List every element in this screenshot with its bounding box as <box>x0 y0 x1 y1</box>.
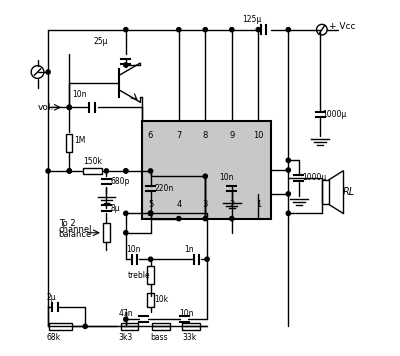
Text: 8μ: 8μ <box>111 204 121 213</box>
Circle shape <box>177 27 181 32</box>
Bar <box>120 323 138 330</box>
Circle shape <box>67 105 72 110</box>
Text: 1M: 1M <box>75 136 86 145</box>
Circle shape <box>124 27 128 32</box>
Circle shape <box>104 169 108 173</box>
Circle shape <box>230 27 234 32</box>
Text: 3: 3 <box>203 200 208 209</box>
Text: 7: 7 <box>176 131 182 140</box>
Bar <box>322 180 329 204</box>
Text: 3k3: 3k3 <box>119 333 133 342</box>
Circle shape <box>177 216 181 221</box>
Text: balance: balance <box>59 230 92 239</box>
Bar <box>103 223 110 242</box>
Text: 1000μ: 1000μ <box>322 110 346 119</box>
Text: To 2: To 2 <box>59 219 75 229</box>
Circle shape <box>67 169 72 173</box>
Circle shape <box>148 257 153 261</box>
Text: channel: channel <box>59 225 92 234</box>
Circle shape <box>46 70 50 74</box>
Circle shape <box>67 169 72 173</box>
Circle shape <box>148 211 153 215</box>
Text: 6: 6 <box>148 131 153 140</box>
Circle shape <box>124 211 128 215</box>
Circle shape <box>124 231 128 235</box>
Text: 9: 9 <box>229 131 234 140</box>
Circle shape <box>124 63 128 67</box>
Text: 10n: 10n <box>179 309 193 319</box>
Circle shape <box>124 317 128 321</box>
Circle shape <box>83 324 87 329</box>
Text: 68k: 68k <box>46 333 60 342</box>
Circle shape <box>286 27 290 32</box>
Text: 680p: 680p <box>111 177 130 186</box>
Circle shape <box>205 257 209 261</box>
Circle shape <box>203 174 208 178</box>
Text: 2μ: 2μ <box>46 293 56 302</box>
Text: 10n: 10n <box>126 245 140 254</box>
Circle shape <box>67 105 72 110</box>
Text: 10n: 10n <box>72 89 86 99</box>
Circle shape <box>286 192 290 196</box>
Text: bass: bass <box>150 333 168 342</box>
Text: 1n: 1n <box>184 245 194 254</box>
Text: RL: RL <box>343 187 355 197</box>
Text: treble: treble <box>128 271 150 279</box>
Circle shape <box>148 211 153 215</box>
Text: 1000μ: 1000μ <box>302 173 327 183</box>
Circle shape <box>286 211 290 215</box>
Text: 125μ: 125μ <box>242 15 262 24</box>
Bar <box>49 323 72 330</box>
Text: 10k: 10k <box>154 295 168 304</box>
Bar <box>182 323 200 330</box>
Circle shape <box>286 168 290 172</box>
Circle shape <box>46 169 50 173</box>
Text: 10n: 10n <box>220 173 234 183</box>
Text: 25μ: 25μ <box>94 37 108 46</box>
Bar <box>147 266 154 284</box>
Text: vol.: vol. <box>38 103 54 112</box>
Text: 47n: 47n <box>119 309 133 319</box>
Circle shape <box>230 216 234 221</box>
Text: 2: 2 <box>229 200 234 209</box>
Circle shape <box>203 27 208 32</box>
Circle shape <box>124 169 128 173</box>
Bar <box>147 293 154 307</box>
Text: 8: 8 <box>203 131 208 140</box>
Text: 150k: 150k <box>83 157 102 166</box>
Circle shape <box>124 169 128 173</box>
Text: 5: 5 <box>148 200 153 209</box>
Circle shape <box>148 169 153 173</box>
Text: 4: 4 <box>176 200 182 209</box>
Text: + Vcc: + Vcc <box>329 22 356 31</box>
Text: 220n: 220n <box>154 184 173 193</box>
Bar <box>82 168 102 174</box>
Text: 10: 10 <box>253 131 264 140</box>
Text: 1: 1 <box>256 200 261 209</box>
Text: 33k: 33k <box>182 333 196 342</box>
Bar <box>66 134 72 152</box>
Circle shape <box>286 158 290 162</box>
Bar <box>142 121 271 219</box>
Circle shape <box>256 27 260 32</box>
Bar <box>152 323 170 330</box>
Circle shape <box>203 216 208 221</box>
Circle shape <box>148 211 153 215</box>
